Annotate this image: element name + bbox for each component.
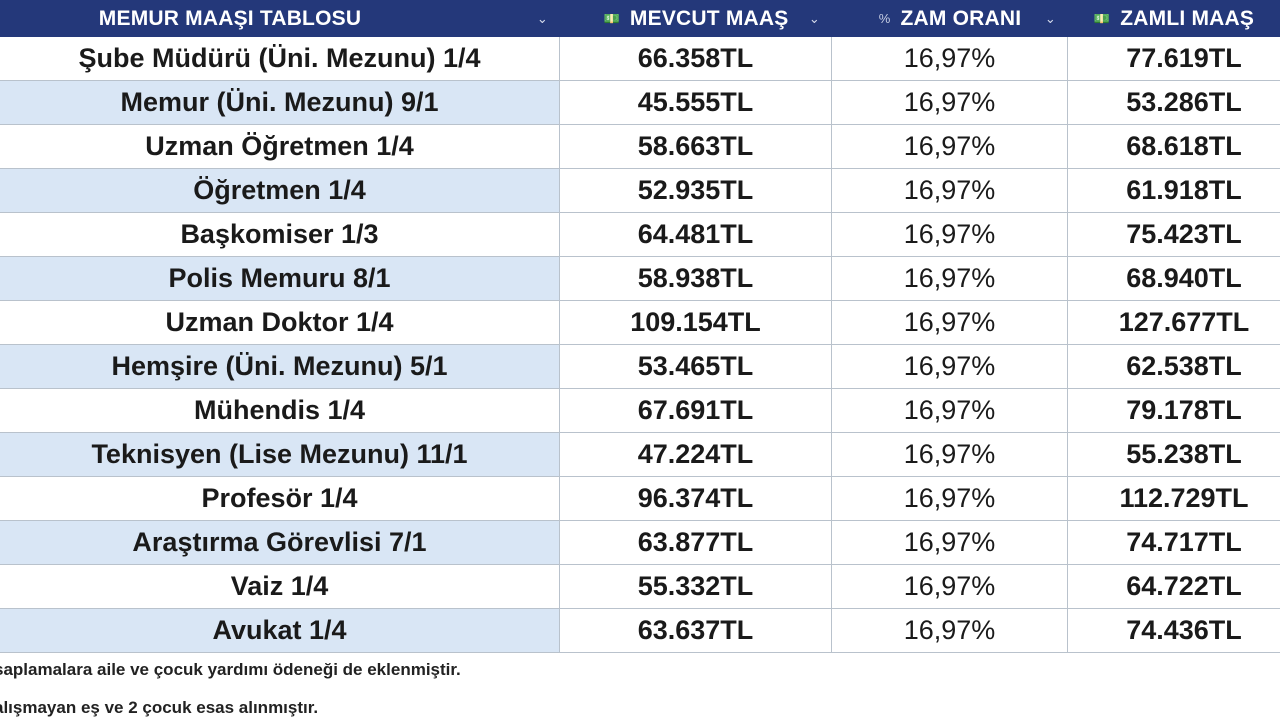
cell-current-salary: 96.374TL [560,477,832,520]
cell-title: Memur (Üni. Mezunu) 9/1 [0,81,560,124]
cell-title: Uzman Öğretmen 1/4 [0,125,560,168]
cell-new-salary: 79.178TL [1126,395,1242,425]
chevron-down-icon[interactable]: ⌄ [808,10,820,26]
table-row: Avukat 1/4 63.637TL 16,97% 74.436TL [0,609,1280,653]
cell-raise-rate: 16,97% [832,301,1068,344]
cell-title: Avukat 1/4 [0,609,560,652]
cell-current-salary: 45.555TL [560,81,832,124]
table-row: Uzman Doktor 1/4 109.154TL 16,97% 127.67… [0,301,1280,345]
cell-new-salary: 55.238TL [1126,439,1242,469]
table-row: Öğretmen 1/4 52.935TL 16,97% 61.918TL [0,169,1280,213]
cell-new-salary: 61.918TL [1126,175,1242,205]
column-header-name-label: MEMUR MAAŞI TABLOSU [98,6,362,30]
cell-raise-rate: 16,97% [832,125,1068,168]
table-row: Memur (Üni. Mezunu) 9/1 45.555TL 16,97% … [0,81,1280,125]
cell-current-salary: 64.481TL [560,213,832,256]
column-header-new-label: ZAMLI MAAŞ [1120,6,1255,30]
cell-new-salary: 53.286TL [1126,87,1242,117]
cell-raise-rate: 16,97% [832,81,1068,124]
cell-raise-rate: 16,97% [832,389,1068,432]
table-header: MEMUR MAAŞI TABLOSU ⌄ 💵 MEVCUT MAAŞ ⌄ % … [0,0,1280,37]
cell-title: Başkomiser 1/3 [0,213,560,256]
cell-new-salary: 74.436TL [1126,615,1242,645]
cell-title: Şube Müdürü (Üni. Mezunu) 1/4 [0,37,560,80]
cell-title: Teknisyen (Lise Mezunu) 11/1 [0,433,560,476]
cell-raise-rate: 16,97% [832,37,1068,80]
cell-new-salary: 64.722TL [1126,571,1242,601]
footnote: saplamalara aile ve çocuk yardımı ödeneğ… [0,660,461,679]
cell-title: Polis Memuru 8/1 [0,257,560,300]
cell-new-salary: 77.619TL [1126,43,1242,73]
table-row: Başkomiser 1/3 64.481TL 16,97% 75.423TL [0,213,1280,257]
cell-raise-rate: 16,97% [832,169,1068,212]
cell-current-salary: 63.877TL [560,521,832,564]
cell-raise-rate: 16,97% [832,521,1068,564]
chevron-down-icon[interactable]: ⌄ [1044,10,1056,26]
footnote: alışmayan eş ve 2 çocuk esas alınmıştır. [0,698,319,717]
cell-new-salary: 112.729TL [1119,483,1249,513]
table-row: Araştırma Görevlisi 7/1 63.877TL 16,97% … [0,521,1280,565]
cell-current-salary: 52.935TL [560,169,832,212]
table-row: Polis Memuru 8/1 58.938TL 16,97% 68.940T… [0,257,1280,301]
table-row: Şube Müdürü (Üni. Mezunu) 1/4 66.358TL 1… [0,37,1280,81]
cell-title: Vaiz 1/4 [0,565,560,608]
cell-title: Öğretmen 1/4 [0,169,560,212]
column-header-rate-label: ZAM ORANI [900,6,1022,30]
table-row: Uzman Öğretmen 1/4 58.663TL 16,97% 68.61… [0,125,1280,169]
cell-raise-rate: 16,97% [832,257,1068,300]
chevron-down-icon[interactable]: ⌄ [536,10,548,26]
table-row: Vaiz 1/4 55.332TL 16,97% 64.722TL [0,565,1280,609]
cell-current-salary: 58.663TL [560,125,832,168]
cell-current-salary: 67.691TL [560,389,832,432]
column-header-current[interactable]: 💵 MEVCUT MAAŞ ⌄ [560,0,832,37]
table-body: Şube Müdürü (Üni. Mezunu) 1/4 66.358TL 1… [0,37,1280,653]
cell-title: Profesör 1/4 [0,477,560,520]
column-header-new[interactable]: 💵 ZAMLI MAAŞ [1068,0,1280,37]
table-row: Mühendis 1/4 67.691TL 16,97% 79.178TL [0,389,1280,433]
cell-new-salary: 75.423TL [1126,219,1242,249]
cell-raise-rate: 16,97% [832,433,1068,476]
cell-title: Mühendis 1/4 [0,389,560,432]
cell-raise-rate: 16,97% [832,609,1068,652]
column-header-rate[interactable]: % ZAM ORANI ⌄ [832,0,1068,37]
cell-current-salary: 66.358TL [560,37,832,80]
cell-current-salary: 53.465TL [560,345,832,388]
cell-raise-rate: 16,97% [832,565,1068,608]
cell-raise-rate: 16,97% [832,477,1068,520]
table-row: Profesör 1/4 96.374TL 16,97% 112.729TL [0,477,1280,521]
cell-title: Uzman Doktor 1/4 [0,301,560,344]
cell-new-salary: 62.538TL [1126,351,1242,381]
cell-new-salary: 68.618TL [1126,131,1242,161]
cell-title: Araştırma Görevlisi 7/1 [0,521,560,564]
cell-new-salary: 68.940TL [1126,263,1242,293]
table-row: Hemşire (Üni. Mezunu) 5/1 53.465TL 16,97… [0,345,1280,389]
column-header-current-label: MEVCUT MAAŞ [629,6,789,30]
cell-raise-rate: 16,97% [832,213,1068,256]
column-header-name[interactable]: MEMUR MAAŞI TABLOSU ⌄ [0,0,560,37]
cell-raise-rate: 16,97% [832,345,1068,388]
currency-icon: 💵 [1093,10,1111,26]
currency-icon: 💵 [603,10,620,26]
cell-new-salary: 127.677TL [1118,307,1250,337]
cell-title: Hemşire (Üni. Mezunu) 5/1 [0,345,560,388]
cell-current-salary: 109.154TL [560,301,832,344]
cell-current-salary: 63.637TL [560,609,832,652]
table-row: Teknisyen (Lise Mezunu) 11/1 47.224TL 16… [0,433,1280,477]
percent-icon: % [878,11,891,26]
cell-current-salary: 55.332TL [560,565,832,608]
cell-current-salary: 58.938TL [560,257,832,300]
cell-new-salary: 74.717TL [1126,527,1242,557]
salary-table: MEMUR MAAŞI TABLOSU ⌄ 💵 MEVCUT MAAŞ ⌄ % … [0,0,1280,653]
cell-current-salary: 47.224TL [560,433,832,476]
